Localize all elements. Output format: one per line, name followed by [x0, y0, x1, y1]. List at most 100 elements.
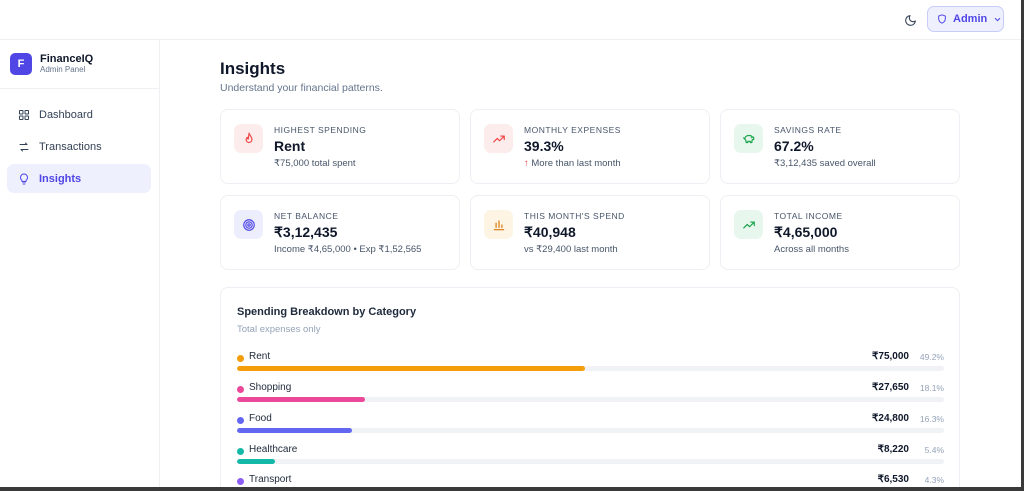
category-percent: 16.3%	[919, 414, 944, 424]
role-label: Admin	[953, 13, 988, 25]
stat-subtext: ↑ More than last month	[524, 158, 621, 169]
stat-subtext: vs ₹29,400 last month	[524, 244, 618, 255]
page-subtitle: Understand your financial patterns.	[220, 82, 383, 94]
window-edge	[1021, 0, 1024, 491]
category-amount: ₹27,650	[872, 382, 909, 393]
stat-value: ₹3,12,435	[274, 224, 338, 240]
grid-icon	[19, 109, 29, 120]
stat-card-monthly-expenses: MONTHLY EXPENSES 39.3% ↑ More than last …	[470, 109, 710, 184]
flame-icon	[245, 132, 252, 143]
lightbulb-icon	[20, 173, 28, 184]
theme-toggle-button[interactable]	[899, 9, 921, 31]
stat-label: THIS MONTH'S SPEND	[524, 211, 625, 221]
category-name: Shopping	[249, 382, 292, 393]
icon-badge	[734, 124, 763, 153]
sidebar-item-label: Insights	[39, 172, 82, 185]
stat-subtext: ₹75,000 total spent	[274, 158, 356, 169]
category-row: Food ₹24,800 16.3%	[237, 413, 944, 435]
progress-track	[237, 428, 944, 433]
icon-badge	[484, 210, 513, 239]
chevron-down-icon	[994, 17, 1001, 21]
category-amount: ₹6,530	[877, 474, 909, 485]
category-dot	[237, 478, 244, 485]
category-amount: ₹75,000	[872, 351, 909, 362]
progress-fill	[237, 397, 365, 402]
sidebar-item-dashboard[interactable]: Dashboard	[7, 100, 151, 129]
piggy-bank-icon	[742, 134, 754, 143]
category-dot	[237, 448, 244, 455]
category-row: Shopping ₹27,650 18.1%	[237, 382, 944, 404]
progress-track	[237, 459, 944, 464]
icon-badge	[484, 124, 513, 153]
stat-subtext: ₹3,12,435 saved overall	[774, 158, 876, 169]
stat-card-net-balance: NET BALANCE ₹3,12,435 Income ₹4,65,000 •…	[220, 195, 460, 270]
trending-up-icon	[492, 135, 505, 142]
category-dot	[237, 417, 244, 424]
icon-badge	[734, 210, 763, 239]
stat-card-highest-spending: HIGHEST SPENDING Rent ₹75,000 total spen…	[220, 109, 460, 184]
stat-subtext: Across all months	[774, 244, 849, 255]
category-name: Rent	[249, 351, 271, 362]
stat-value: ₹4,65,000	[774, 224, 838, 240]
window-bottom-edge	[0, 487, 1024, 491]
page-title: Insights	[220, 59, 286, 78]
category-amount: ₹8,220	[877, 444, 909, 455]
stat-label: SAVINGS RATE	[774, 125, 842, 135]
shield-icon	[938, 14, 946, 24]
sidebar-item-label: Transactions	[39, 140, 102, 153]
bar-chart-icon	[493, 219, 504, 230]
stat-card-savings-rate: SAVINGS RATE 67.2% ₹3,12,435 saved overa…	[720, 109, 960, 184]
progress-fill	[237, 428, 353, 433]
icon-badge	[234, 210, 263, 239]
progress-track	[237, 397, 944, 402]
category-row: Healthcare ₹8,220 5.4%	[237, 444, 944, 466]
category-percent: 49.2%	[919, 352, 944, 362]
stat-subtext: Income ₹4,65,000 • Exp ₹1,52,565	[274, 244, 422, 255]
top-bar: Admin	[0, 0, 1024, 40]
sidebar: F FinanceIQ Admin Panel Dashboard Transa…	[0, 40, 160, 491]
category-percent: 4.3%	[924, 475, 944, 485]
brand-name: FinanceIQ	[40, 53, 94, 65]
category-dot	[237, 386, 244, 393]
progress-fill	[237, 366, 585, 371]
category-name: Food	[249, 413, 272, 424]
trending-up-icon	[742, 221, 755, 228]
stat-value: 67.2%	[774, 138, 814, 154]
brand-subtitle: Admin Panel	[40, 65, 86, 74]
brand-logo: F	[10, 53, 32, 75]
category-dot	[237, 355, 244, 362]
divider	[0, 88, 160, 89]
arrow-up-icon: ↑	[524, 158, 529, 169]
stat-card-total-income: TOTAL INCOME ₹4,65,000 Across all months	[720, 195, 960, 270]
category-percent: 18.1%	[919, 383, 944, 393]
progress-fill	[237, 459, 276, 464]
stat-subtext-label: More than last month	[531, 158, 621, 169]
category-name: Healthcare	[249, 444, 298, 455]
category-row: Rent ₹75,000 49.2%	[237, 351, 944, 373]
progress-track	[237, 366, 944, 371]
brand[interactable]: F FinanceIQ Admin Panel	[10, 53, 93, 75]
sidebar-item-transactions[interactable]: Transactions	[7, 132, 151, 161]
category-amount: ₹24,800	[872, 413, 909, 424]
arrows-swap-icon	[19, 142, 29, 151]
stat-label: HIGHEST SPENDING	[274, 125, 367, 135]
stat-value: Rent	[274, 138, 306, 154]
target-icon	[242, 218, 255, 231]
sidebar-item-label: Dashboard	[39, 108, 93, 121]
role-switcher-button[interactable]: Admin	[927, 6, 1004, 32]
stat-value: ₹40,948	[524, 224, 576, 240]
main-content: Insights Understand your financial patte…	[160, 40, 1024, 491]
sidebar-item-insights[interactable]: Insights	[7, 164, 151, 193]
stat-value: 39.3%	[524, 138, 564, 154]
stat-label: MONTHLY EXPENSES	[524, 125, 621, 135]
moon-icon	[904, 14, 916, 26]
stat-card-this-months-spend: THIS MONTH'S SPEND ₹40,948 vs ₹29,400 la…	[470, 195, 710, 270]
category-name: Transport	[249, 474, 292, 485]
stat-label: TOTAL INCOME	[774, 211, 843, 221]
panel-subtitle: Total expenses only	[237, 324, 321, 335]
panel-title: Spending Breakdown by Category	[237, 306, 417, 318]
spending-breakdown-panel: Spending Breakdown by Category Total exp…	[220, 287, 960, 491]
category-percent: 5.4%	[924, 445, 944, 455]
icon-badge	[234, 124, 263, 153]
stat-label: NET BALANCE	[274, 211, 339, 221]
